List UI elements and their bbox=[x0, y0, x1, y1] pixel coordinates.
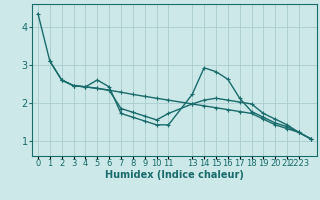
X-axis label: Humidex (Indice chaleur): Humidex (Indice chaleur) bbox=[105, 170, 244, 180]
